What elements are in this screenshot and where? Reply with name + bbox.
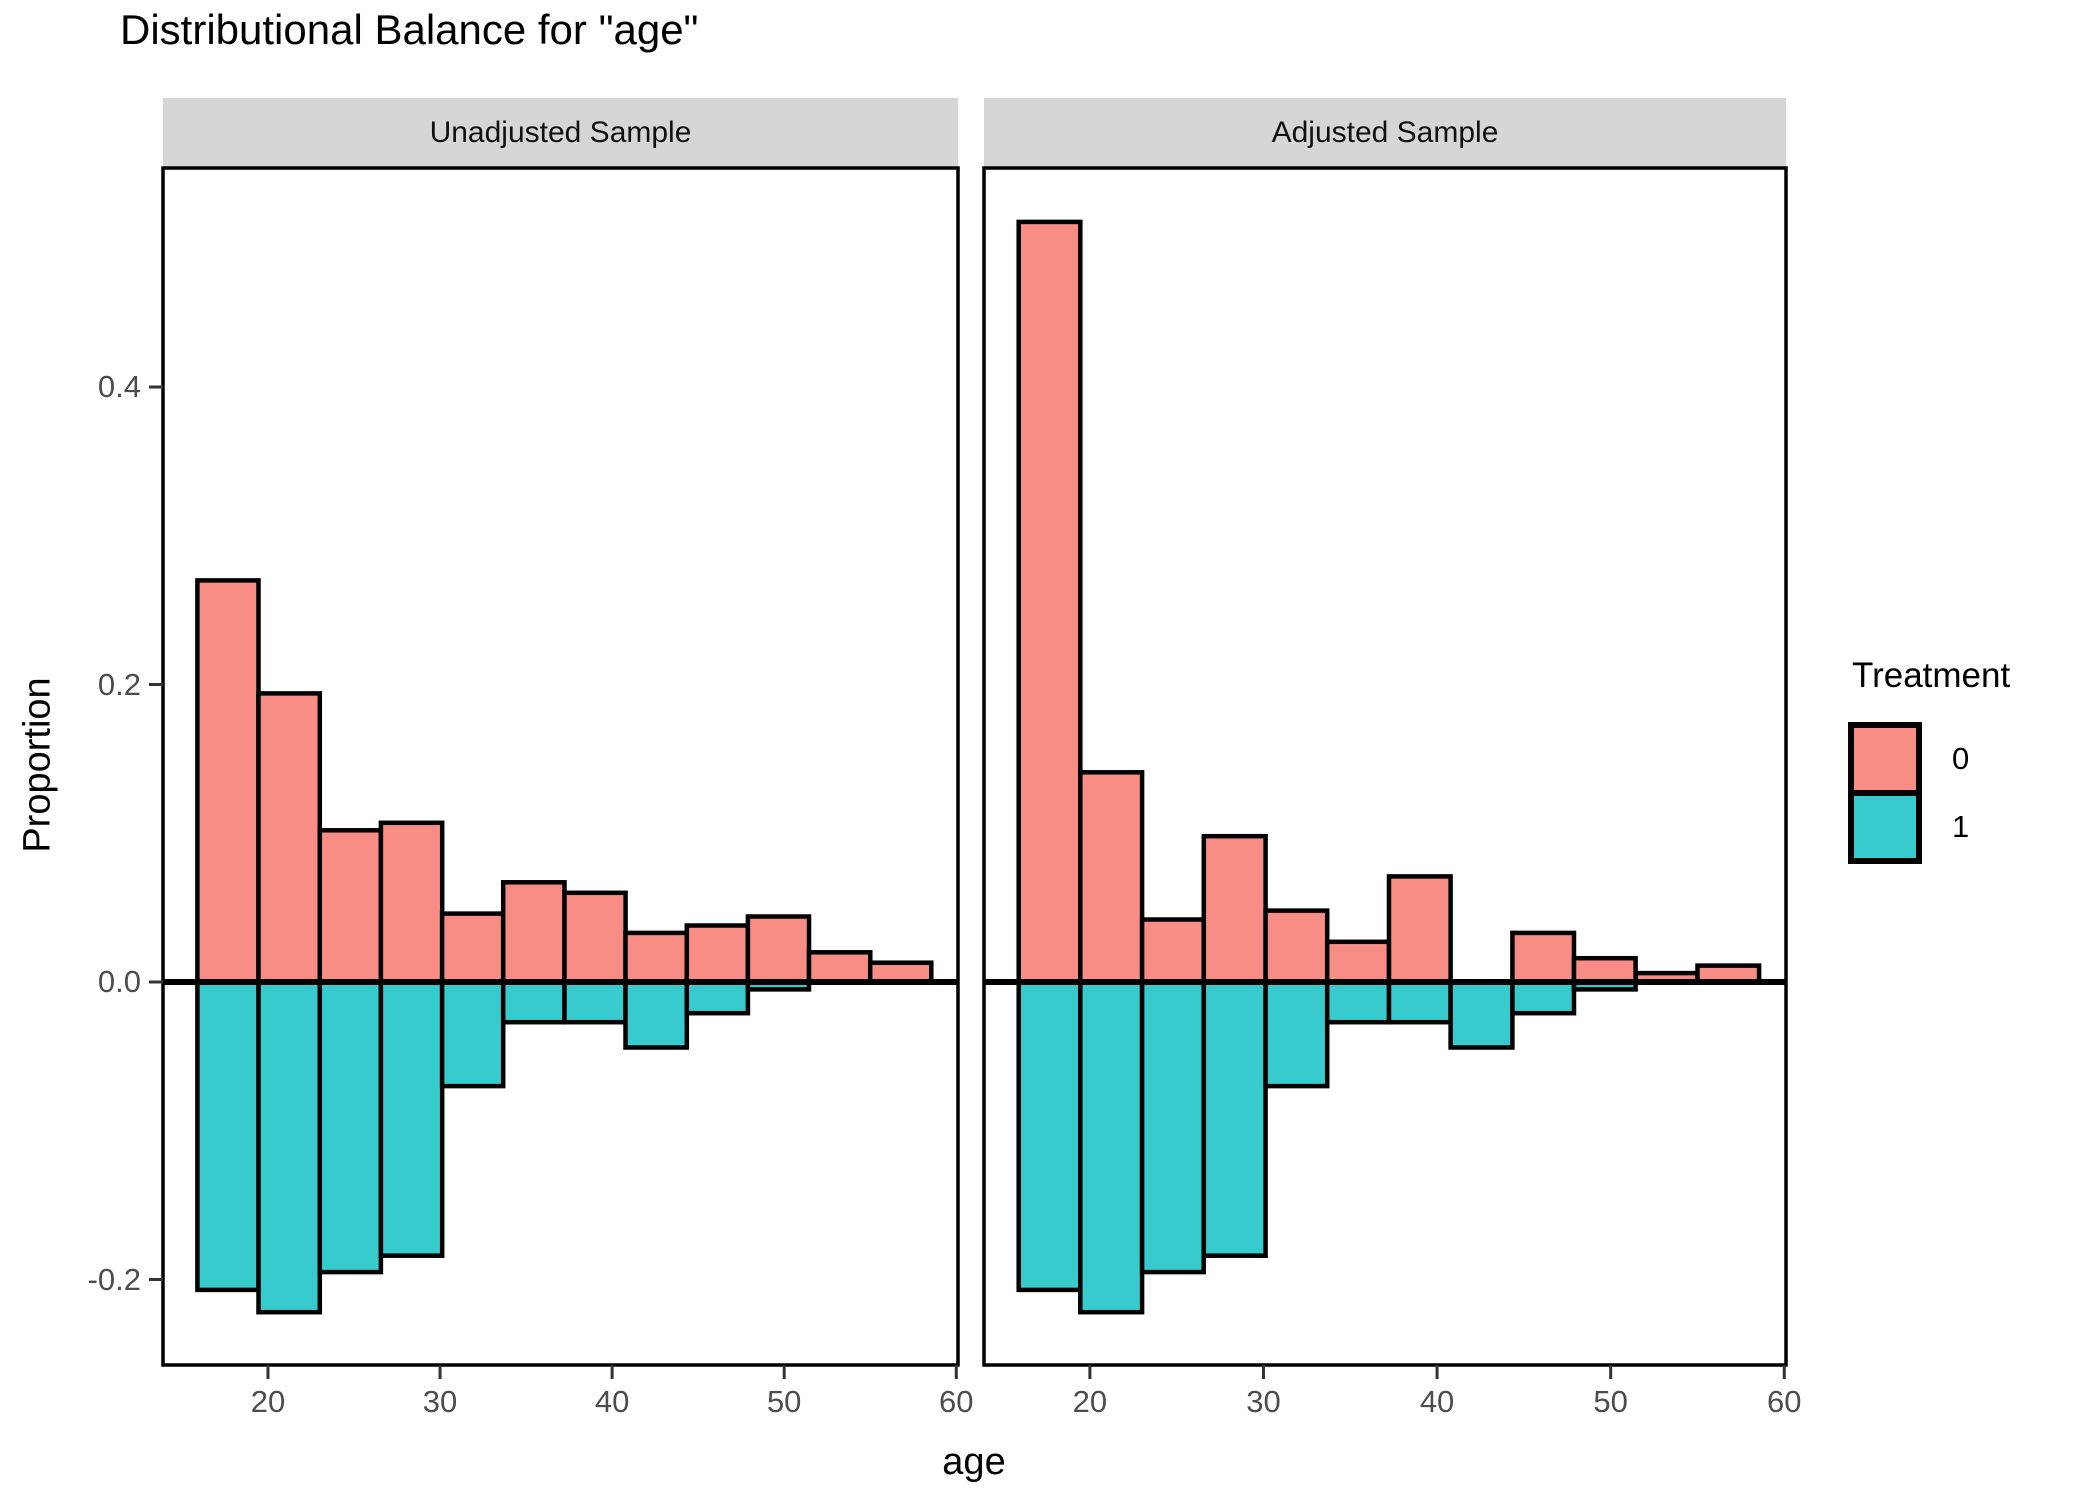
hist-bar-control: [623, 930, 690, 985]
hist-bar-treated: [562, 979, 628, 1025]
hist-bar-treated: [1201, 979, 1268, 1258]
x-tick-label: 40: [594, 1384, 630, 1419]
hist-bar-treated: [1386, 979, 1453, 1025]
hist-bar-control: [1016, 219, 1083, 985]
hist-bar-treated: [439, 979, 506, 1089]
hist-bar-control: [1510, 930, 1577, 985]
facet-strip-label-unadjusted: Unadjusted Sample: [429, 116, 692, 149]
hist-bar-control: [745, 914, 812, 985]
hist-bar-treated: [317, 979, 384, 1275]
legend-swatch-control: [1848, 722, 1922, 796]
hist-bar-treated: [1510, 979, 1577, 1016]
hist-bar-control: [806, 950, 873, 985]
hist-bar-control: [500, 880, 567, 985]
hist-bar-control: [195, 578, 261, 985]
facet-strip-label-adjusted: Adjusted Sample: [1271, 116, 1499, 149]
hist-bar-control: [1386, 874, 1453, 985]
hist-bar-treated: [256, 979, 323, 1315]
hist-bar-control: [562, 890, 628, 985]
legend: Treatment 0 1: [1848, 656, 2010, 864]
x-tick-label: 30: [422, 1384, 458, 1419]
hist-bar-treated: [378, 979, 445, 1258]
x-tick-label: 40: [1419, 1384, 1455, 1419]
legend-item-treated: 1: [1848, 790, 2010, 864]
x-tick-label: 60: [1767, 1384, 1802, 1419]
hist-bar-treated: [1448, 979, 1515, 1050]
hist-bar-control: [378, 820, 445, 985]
hist-bar-treated: [1139, 979, 1206, 1275]
hist-bar-control: [1571, 955, 1638, 985]
hist-bar-control: [1201, 833, 1268, 985]
y-tick-label: 0.2: [97, 666, 141, 702]
y-axis-title: Proportion: [16, 677, 59, 853]
chart-title: Distributional Balance for "age": [120, 6, 699, 53]
hist-bar-treated: [195, 979, 261, 1293]
hist-bar-control: [1139, 917, 1206, 985]
hist-bar-treated: [1324, 979, 1392, 1025]
legend-item-control: 0: [1848, 722, 2010, 796]
hist-bar-control: [1324, 939, 1392, 985]
y-tick-label: -0.2: [87, 1261, 141, 1297]
legend-label-control: 0: [1952, 741, 1970, 776]
hist-bar-control: [1263, 908, 1330, 985]
hist-bar-treated: [500, 979, 567, 1025]
y-tick-label: 0.4: [97, 369, 141, 404]
x-tick-label: 20: [250, 1384, 286, 1419]
legend-label-treated: 1: [1952, 809, 1970, 844]
hist-bar-control: [256, 691, 323, 985]
panel-border: [982, 166, 1788, 1367]
hist-bar-treated: [1263, 979, 1330, 1089]
hist-bar-treated: [1016, 979, 1083, 1293]
x-axis-title: age: [942, 1441, 1006, 1483]
panel-border: [161, 166, 960, 1367]
legend-swatch-treated: [1848, 790, 1922, 864]
hist-bar-control: [317, 828, 384, 985]
hist-bar-treated: [684, 979, 751, 1016]
x-tick-label: 50: [1593, 1384, 1628, 1419]
facet-strip-unadjusted: Unadjusted Sample: [163, 98, 958, 168]
x-tick-label: 20: [1072, 1384, 1108, 1419]
x-tick-label: 60: [939, 1384, 974, 1419]
hist-bar-treated: [1078, 979, 1145, 1315]
facet-strip-adjusted: Adjusted Sample: [984, 98, 1786, 168]
hist-bar-treated: [623, 979, 690, 1050]
hist-bar-control: [1078, 770, 1145, 985]
y-tick-label: 0.0: [97, 964, 141, 999]
hist-bar-control: [439, 911, 506, 985]
hist-bar-control: [684, 923, 751, 985]
x-tick-label: 30: [1246, 1384, 1281, 1419]
legend-title: Treatment: [1852, 656, 2011, 695]
x-tick-label: 50: [766, 1384, 802, 1419]
